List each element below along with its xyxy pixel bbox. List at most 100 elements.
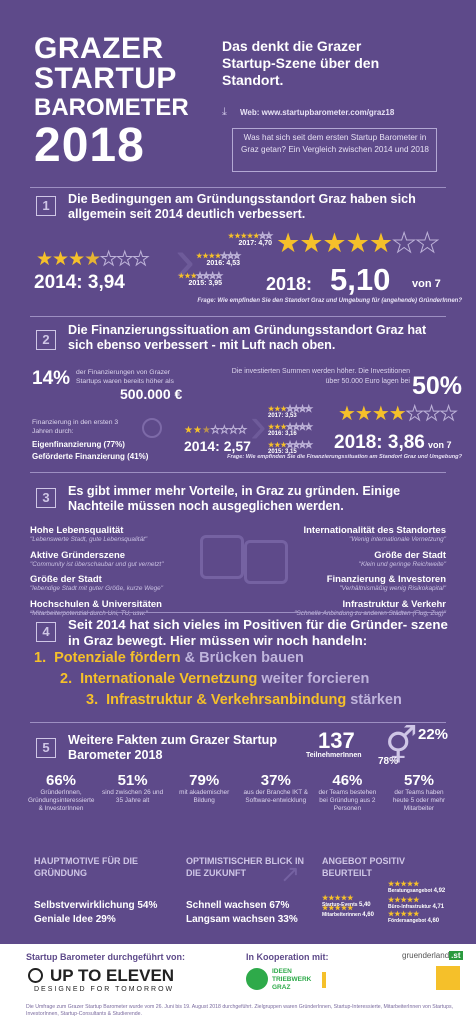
item-quote: "Verhältnismäßig wenig Risikokapital"	[339, 585, 446, 592]
uni-graz-logo[interactable]	[436, 966, 460, 990]
section-number: 5	[36, 738, 56, 758]
invest-text: Die investierten Summen werden höher. Di…	[231, 368, 410, 385]
rating-stars-2018: ★★★★★★★	[338, 403, 458, 425]
stat-pct14: 14%	[32, 368, 71, 389]
divider	[30, 722, 446, 723]
first-years-text: Finanzierung in den ersten 3 Jahren durc…	[32, 419, 119, 435]
gruenderland-logo[interactable]: gruenderland .st	[402, 951, 463, 960]
female-share: 22%	[418, 726, 449, 743]
offer-value: 4,60	[362, 912, 374, 918]
disadvantages-list: Internationalität des Standortes "Wenig i…	[250, 525, 446, 623]
offer-title: ANGEBOT POSITIV BEURTEILT	[322, 856, 406, 878]
history-2015: ★★★★★★★ 2015: 3,95	[178, 273, 222, 288]
offer-item: ★★★★★ Beratungsangebot 4,92	[388, 880, 446, 894]
action-rest: weiter forcieren	[257, 671, 370, 687]
offer-value: 4,92	[433, 888, 446, 894]
title-year: 2018	[34, 119, 145, 172]
history-2015: ★★★★★★★ 2015: 3,15	[268, 442, 312, 456]
facts-row: 66% GründerInnen, Gründungsinteressierte …	[28, 772, 452, 813]
divider	[30, 612, 446, 613]
motive-label: Selbstverwirklichung	[34, 900, 135, 911]
stat-amount: 500.000 €	[120, 386, 183, 402]
offer-stars: ★★★★★	[388, 911, 420, 918]
fact-item: 57% der Teams haben heute 5 oder mehr Mit…	[386, 772, 452, 813]
participants-count: 137	[318, 728, 355, 753]
section-number: 4	[36, 622, 56, 642]
survey-question: Frage: Wie empfinden Sie die Finanzierun…	[227, 454, 462, 460]
offer-label: Büro-Infrastruktur	[388, 904, 432, 910]
future-item: Langsam wachsen 33%	[186, 914, 312, 928]
thumbs-up-icon	[200, 535, 244, 579]
fact-text: der Teams haben heute 5 oder mehr Mitarb…	[392, 789, 446, 812]
motive-value: 54%	[137, 900, 158, 911]
gruenderland-badge: .st	[449, 951, 463, 960]
participants-label: TeilnehmerInnen	[306, 752, 362, 759]
action-highlight: Potenziale fördern	[54, 650, 181, 666]
offer-stars: ★★★★★	[388, 897, 420, 904]
fact-text: der Teams bestehen bei Gründung aus 2 Pe…	[318, 789, 377, 812]
offer-value: 4,71	[432, 904, 445, 910]
advantage-item: Hochschulen & Universitäten "Mitarbeiterp…	[30, 599, 230, 623]
action-item: 1. Potenziale fördern & Brücken bauen	[34, 650, 454, 671]
stat-pct14-text: der Finanzierungen von Grazer Startups w…	[76, 369, 174, 385]
fact-item: 46% der Teams bestehen bei Gründung aus 2…	[314, 772, 380, 813]
section-heading: Weitere Fakten zum Grazer Startup Barome…	[68, 733, 278, 762]
growth-arrow-icon: ↗	[280, 861, 301, 888]
offer-item: ★★★★★ Mitarbeiterinnen 4,60	[322, 904, 380, 918]
score-2014: 2014: 3,94	[34, 272, 125, 293]
item-title: Aktive Gründerszene	[30, 549, 126, 561]
rating-stars-2014: ★★★★★★★	[184, 425, 247, 436]
fact-item: 66% GründerInnen, Gründungsinteressierte …	[28, 772, 94, 813]
gender-icon: ⚥	[385, 725, 418, 766]
ideentriebwerk-logo[interactable]: IDEEN TRIEBWERK GRAZ	[272, 968, 312, 991]
advantages-list: Hohe Lebensqualität "Lebenswerte Stadt, g…	[30, 525, 230, 623]
rating-stars-2018: ★★★★★★★	[276, 228, 440, 258]
section-heading: Seit 2014 hat sich vieles im Positiven f…	[68, 617, 448, 648]
fact-item: 51% sind zwischen 26 und 35 Jahre alt	[100, 772, 166, 813]
item-title: Internationalität des Standortes	[303, 525, 446, 536]
offer-label: Beratungsangebot	[388, 888, 433, 894]
history-2017: ★★★★★★★ 2017: 3,53	[268, 406, 312, 420]
power-icon	[28, 968, 43, 983]
divider	[30, 187, 446, 188]
fact-text: GründerInnen, Gründungsinteressierte & I…	[28, 789, 95, 812]
advantage-item: Hohe Lebensqualität "Lebenswerte Stadt, g…	[30, 525, 230, 549]
section-heading: Die Finanzierungssituation am Gründungss…	[68, 323, 427, 352]
item-quote: "Schnelle Anbindung zu anderen Städten (…	[294, 609, 446, 617]
action-number: 3.	[86, 692, 99, 708]
offer-item: ★★★★★ Büro-Infrastruktur 4,71	[388, 896, 446, 910]
score-2018-label: 2018:	[266, 274, 313, 294]
question-box	[232, 128, 437, 172]
fact-text: mit akademischer Bildung	[179, 789, 230, 804]
web-link[interactable]: Web: www.startupbarometer.com/graz18	[240, 108, 395, 117]
score-2018-value: 5,10	[330, 262, 391, 297]
future-list: Schnell wachsen 67% Langsam wachsen 33%	[186, 900, 312, 928]
download-icon: ⤓	[222, 106, 227, 118]
ideentriebwerk-icon	[246, 968, 268, 990]
future-label: Langsam wachsen	[186, 914, 275, 925]
question-text: Was hat sich seit dem ersten Startup Bar…	[241, 133, 429, 154]
action-number: 1.	[34, 650, 47, 666]
chevron-arrow-icon: ›	[250, 397, 267, 453]
uptoeleven-tagline: DESIGNED FOR TOMORROW	[34, 986, 175, 993]
future-label: Schnell wachsen	[186, 900, 267, 911]
motive-label: Geniale Idee	[34, 914, 93, 925]
action-highlight: Internationale Vernetzung	[80, 671, 258, 687]
history-2017: ★★★★★★★ 2017: 4,70	[228, 233, 272, 248]
offer-list: ★★★★★ Beratungsangebot 4,92 ★★★★★ Startup-E…	[322, 880, 448, 930]
history-2016: ★★★★★★★ 2016: 4,53	[196, 253, 240, 268]
section-heading: Die Bedingungen am Gründungsstandort Gra…	[68, 192, 416, 221]
item-quote: "Klein und geringe Reichweite"	[358, 560, 446, 568]
action-items: 1. Potenziale fördern & Brücken bauen 2. In…	[34, 650, 454, 713]
divider	[30, 316, 446, 317]
score-scale: von 7	[428, 440, 452, 450]
fact-item: 79% mit akademischer Bildung	[171, 772, 237, 813]
offer-label: Startup-Events	[322, 902, 358, 908]
offer-label: Mitarbeiterinnen	[322, 912, 361, 918]
uptoeleven-logo[interactable]: UP TO ELEVEN	[50, 966, 175, 985]
action-rest: stärken	[346, 692, 402, 708]
fact-value: 57%	[403, 772, 434, 789]
subtitle: Das denkt die Grazer Startup-Szene über …	[222, 38, 380, 88]
motive-item: Geniale Idee 29%	[34, 914, 174, 928]
